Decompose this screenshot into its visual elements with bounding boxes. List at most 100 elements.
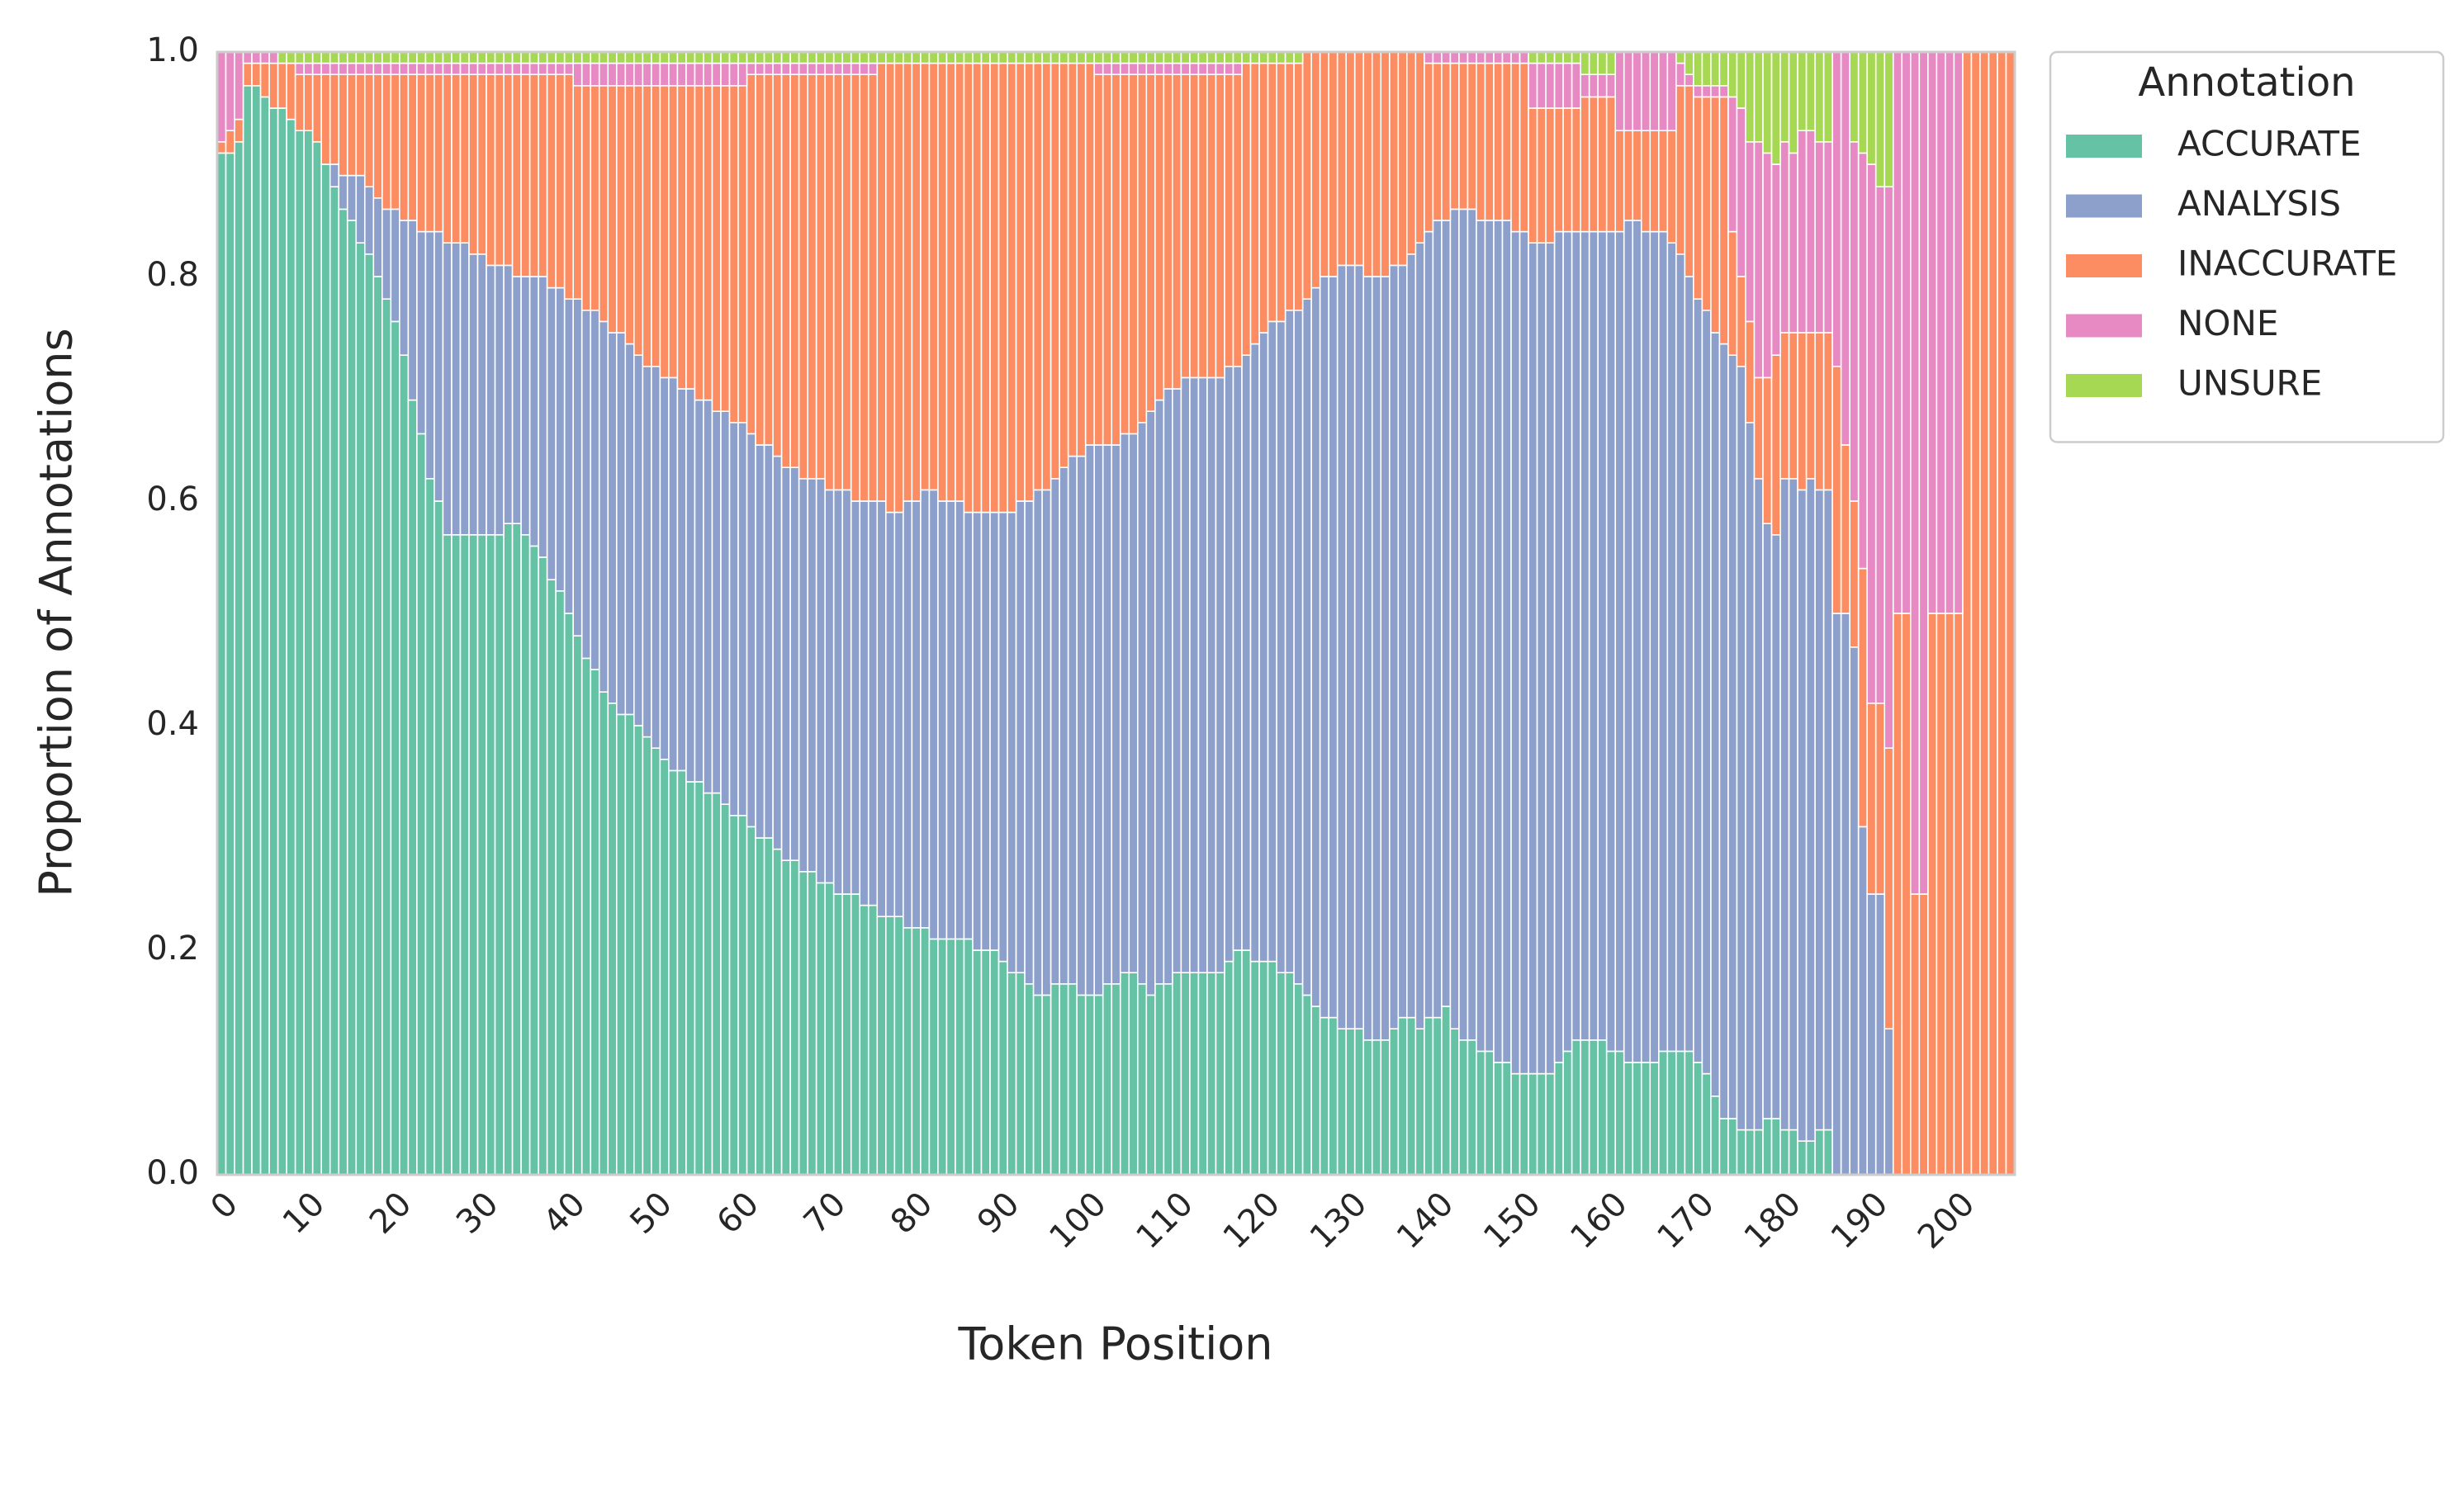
bar-segment	[1849, 500, 1860, 648]
legend-swatch	[2066, 194, 2142, 218]
bar-segment	[841, 51, 852, 64]
bar-segment	[303, 73, 314, 131]
y-tick-label: 0.2	[146, 930, 199, 968]
bar-segment	[789, 73, 800, 468]
bar-segment	[1136, 62, 1148, 75]
bar-segment	[1814, 51, 1825, 143]
bar-segment	[329, 62, 340, 75]
bar-segment	[746, 51, 756, 64]
bar-segment	[580, 309, 592, 660]
bar-segment	[893, 62, 904, 513]
bar-segment	[720, 410, 731, 806]
legend-label: NONE	[2177, 303, 2278, 343]
bar-segment	[1059, 983, 1069, 1176]
bar-segment	[1727, 51, 1738, 98]
bar-segment	[989, 51, 1000, 64]
bar-segment	[1414, 51, 1425, 244]
bar-segment	[903, 500, 913, 929]
bar-segment	[711, 85, 722, 412]
bar-segment	[1528, 242, 1538, 1075]
bar-segment	[859, 500, 870, 906]
bar-segment	[989, 511, 1000, 951]
bar-segment	[1111, 62, 1121, 75]
bar-segment	[1779, 332, 1790, 480]
bar-segment	[1397, 264, 1408, 1019]
bar-segment	[434, 51, 444, 64]
bar-segment	[451, 242, 462, 536]
bar-segment	[563, 298, 574, 614]
bar-segment	[1658, 1050, 1669, 1176]
bar-segment	[1293, 51, 1304, 64]
bar-segment	[763, 51, 774, 64]
bar-segment	[1163, 62, 1173, 75]
bar-segment	[1693, 298, 1703, 1063]
bar-segment	[711, 792, 722, 1176]
bar-segment	[546, 62, 557, 75]
bar-segment	[703, 62, 713, 87]
bar-segment	[746, 62, 756, 75]
bar-segment	[642, 736, 652, 1176]
bar-segment	[451, 533, 462, 1176]
bar-segment	[1067, 51, 1078, 64]
bar-segment	[955, 62, 965, 502]
bar-segment	[1458, 62, 1469, 211]
bar-segment	[1076, 51, 1087, 64]
bar-segment	[355, 51, 366, 64]
bar-segment	[789, 51, 800, 64]
bar-segment	[234, 51, 244, 121]
bar-segment	[1510, 1072, 1521, 1176]
bar-segment	[920, 51, 931, 64]
bar-segment	[615, 51, 627, 64]
bar-segment	[1727, 96, 1738, 233]
bar-segment	[268, 51, 279, 64]
bar-segment	[1380, 276, 1391, 1041]
bar-segment	[1301, 51, 1312, 301]
bar-segment	[520, 276, 531, 536]
bar-segment	[580, 62, 592, 87]
legend-swatch	[2066, 254, 2142, 277]
bar-segment	[859, 51, 870, 64]
bar-segment	[1762, 523, 1773, 1119]
bar-segment	[1874, 893, 1886, 1176]
bar-segment	[1684, 85, 1694, 277]
bar-segment	[424, 51, 435, 64]
bar-segment	[1128, 51, 1139, 64]
bar-segment	[920, 489, 931, 929]
bar-segment	[1797, 332, 1808, 491]
bar-segment	[1762, 1118, 1773, 1176]
bar-segment	[528, 73, 539, 277]
bar-segment	[346, 51, 358, 64]
bar-segment	[1658, 51, 1669, 131]
bar-segment	[451, 73, 462, 244]
bar-segment	[1493, 51, 1504, 64]
bar-segment	[1788, 332, 1798, 480]
bar-segment	[590, 85, 600, 311]
bar-segment	[1805, 130, 1816, 334]
bar-segment	[615, 85, 627, 334]
bar-segment	[1432, 220, 1443, 1019]
bar-segment	[1293, 983, 1304, 1176]
bar-segment	[572, 62, 583, 87]
bar-segment	[728, 85, 739, 424]
bar-segment	[434, 500, 444, 1176]
bar-segment	[997, 62, 1008, 513]
bar-segment	[937, 51, 948, 64]
bar-segment	[911, 927, 922, 1176]
bar-segment	[841, 73, 852, 491]
bar-segment	[294, 130, 305, 1176]
bar-segment	[503, 73, 514, 267]
bar-segment	[1953, 51, 1964, 614]
bar-segment	[615, 332, 627, 716]
bar-segment	[1206, 62, 1217, 75]
bar-segment	[1015, 972, 1026, 1176]
bar-segment	[1119, 972, 1130, 1176]
bar-segment	[1970, 51, 1981, 1176]
bar-segment	[651, 51, 661, 64]
bar-segment	[1284, 309, 1295, 974]
bar-segment	[381, 73, 392, 211]
bar-segment	[893, 51, 904, 64]
bar-segment	[234, 141, 244, 1176]
bar-segment	[1779, 1129, 1790, 1176]
bar-segment	[468, 62, 479, 75]
bar-segment	[642, 51, 652, 64]
